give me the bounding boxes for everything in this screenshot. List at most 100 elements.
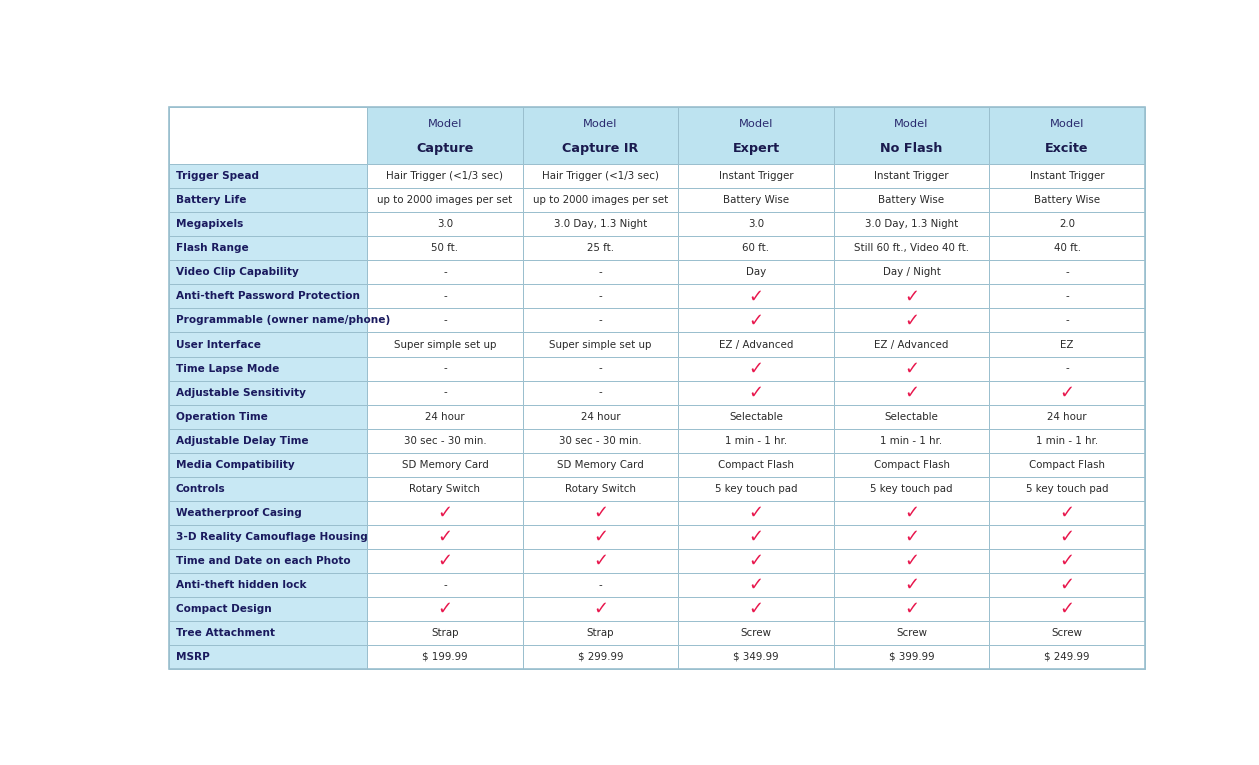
Text: ✓: ✓	[904, 528, 919, 545]
Text: MSRP: MSRP	[176, 652, 210, 662]
Bar	[679, 236, 833, 260]
Bar	[368, 549, 522, 573]
Text: 5 key touch pad: 5 key touch pad	[1026, 483, 1108, 493]
Text: Weatherproof Casing: Weatherproof Casing	[176, 508, 302, 518]
Bar	[679, 380, 833, 405]
Bar	[833, 549, 990, 573]
Text: Model: Model	[739, 119, 773, 129]
Text: 30 sec - 30 min.: 30 sec - 30 min.	[404, 435, 486, 446]
Bar	[368, 405, 522, 428]
Text: ✓: ✓	[1060, 600, 1075, 618]
Text: -: -	[1065, 315, 1069, 325]
Text: ✓: ✓	[1060, 576, 1075, 594]
Text: Media Compatibility: Media Compatibility	[176, 460, 295, 470]
Bar	[522, 164, 679, 188]
Text: 24 hour: 24 hour	[1047, 412, 1087, 422]
Text: EZ / Advanced: EZ / Advanced	[874, 340, 949, 350]
Bar	[833, 477, 990, 501]
Text: Battery Wise: Battery Wise	[1034, 195, 1100, 205]
Text: Capture: Capture	[417, 142, 473, 155]
Bar	[990, 428, 1144, 453]
Bar	[368, 380, 522, 405]
Text: 3.0 Day, 1.3 Night: 3.0 Day, 1.3 Night	[865, 220, 958, 230]
Text: Trigger Spead: Trigger Spead	[176, 171, 259, 181]
Text: -: -	[1065, 268, 1069, 278]
Text: ✓: ✓	[904, 552, 919, 570]
Text: -: -	[443, 363, 447, 373]
Bar	[679, 106, 833, 164]
Text: Battery Wise: Battery Wise	[723, 195, 789, 205]
Bar	[522, 356, 679, 380]
Text: 3.0 Day, 1.3 Night: 3.0 Day, 1.3 Night	[554, 220, 647, 230]
Bar	[368, 285, 522, 308]
Bar	[169, 477, 368, 501]
Bar	[990, 477, 1144, 501]
Bar	[833, 260, 990, 285]
Text: ✓: ✓	[904, 600, 919, 618]
Bar	[679, 621, 833, 645]
Bar	[368, 597, 522, 621]
Text: 25 ft.: 25 ft.	[587, 243, 614, 253]
Text: up to 2000 images per set: up to 2000 images per set	[378, 195, 512, 205]
Bar	[169, 260, 368, 285]
Bar	[833, 525, 990, 549]
Bar	[833, 188, 990, 213]
Bar	[169, 164, 368, 188]
Text: Hair Trigger (<1/3 sec): Hair Trigger (<1/3 sec)	[387, 171, 504, 181]
Text: 1 min - 1 hr.: 1 min - 1 hr.	[1036, 435, 1098, 446]
Text: Still 60 ft., Video 40 ft.: Still 60 ft., Video 40 ft.	[854, 243, 969, 253]
Bar	[368, 621, 522, 645]
Text: ✓: ✓	[748, 600, 763, 618]
Text: Instant Trigger: Instant Trigger	[719, 171, 793, 181]
Bar	[833, 621, 990, 645]
Bar	[169, 525, 368, 549]
Bar	[169, 597, 368, 621]
Bar	[833, 285, 990, 308]
Text: Controls: Controls	[176, 483, 225, 493]
Bar	[990, 453, 1144, 477]
Bar	[833, 356, 990, 380]
Text: ✓: ✓	[904, 311, 919, 330]
Text: Day: Day	[745, 268, 767, 278]
Bar	[169, 285, 368, 308]
Bar	[522, 453, 679, 477]
Bar	[169, 405, 368, 428]
Bar	[522, 645, 679, 669]
Bar	[833, 428, 990, 453]
Bar	[990, 285, 1144, 308]
Bar	[990, 645, 1144, 669]
Bar	[679, 308, 833, 333]
Bar	[169, 308, 368, 333]
Text: -: -	[443, 580, 447, 590]
Bar	[833, 453, 990, 477]
Text: Selectable: Selectable	[885, 412, 938, 422]
Text: 5 key touch pad: 5 key touch pad	[715, 483, 797, 493]
Bar	[169, 453, 368, 477]
Text: Day / Night: Day / Night	[883, 268, 940, 278]
Text: EZ: EZ	[1060, 340, 1074, 350]
Bar	[679, 188, 833, 213]
Bar	[522, 236, 679, 260]
Bar	[169, 333, 368, 356]
Text: 3-D Reality Camouflage Housing: 3-D Reality Camouflage Housing	[176, 532, 368, 542]
Text: Operation Time: Operation Time	[176, 412, 268, 422]
Text: 60 ft.: 60 ft.	[743, 243, 769, 253]
Text: Time and Date on each Photo: Time and Date on each Photo	[176, 556, 350, 566]
Text: 40 ft.: 40 ft.	[1054, 243, 1080, 253]
Bar	[679, 428, 833, 453]
Bar	[368, 308, 522, 333]
Text: $ 199.99: $ 199.99	[422, 652, 468, 662]
Text: ✓: ✓	[904, 503, 919, 522]
Text: ✓: ✓	[593, 503, 608, 522]
Text: ✓: ✓	[904, 383, 919, 402]
Text: Adjustable Delay Time: Adjustable Delay Time	[176, 435, 308, 446]
Bar	[990, 188, 1144, 213]
Text: ✓: ✓	[437, 503, 452, 522]
Text: Expert: Expert	[733, 142, 779, 155]
Bar	[833, 106, 990, 164]
Bar	[169, 501, 368, 525]
Text: 5 key touch pad: 5 key touch pad	[870, 483, 953, 493]
Bar	[522, 308, 679, 333]
Text: up to 2000 images per set: up to 2000 images per set	[533, 195, 669, 205]
Text: EZ / Advanced: EZ / Advanced	[719, 340, 793, 350]
